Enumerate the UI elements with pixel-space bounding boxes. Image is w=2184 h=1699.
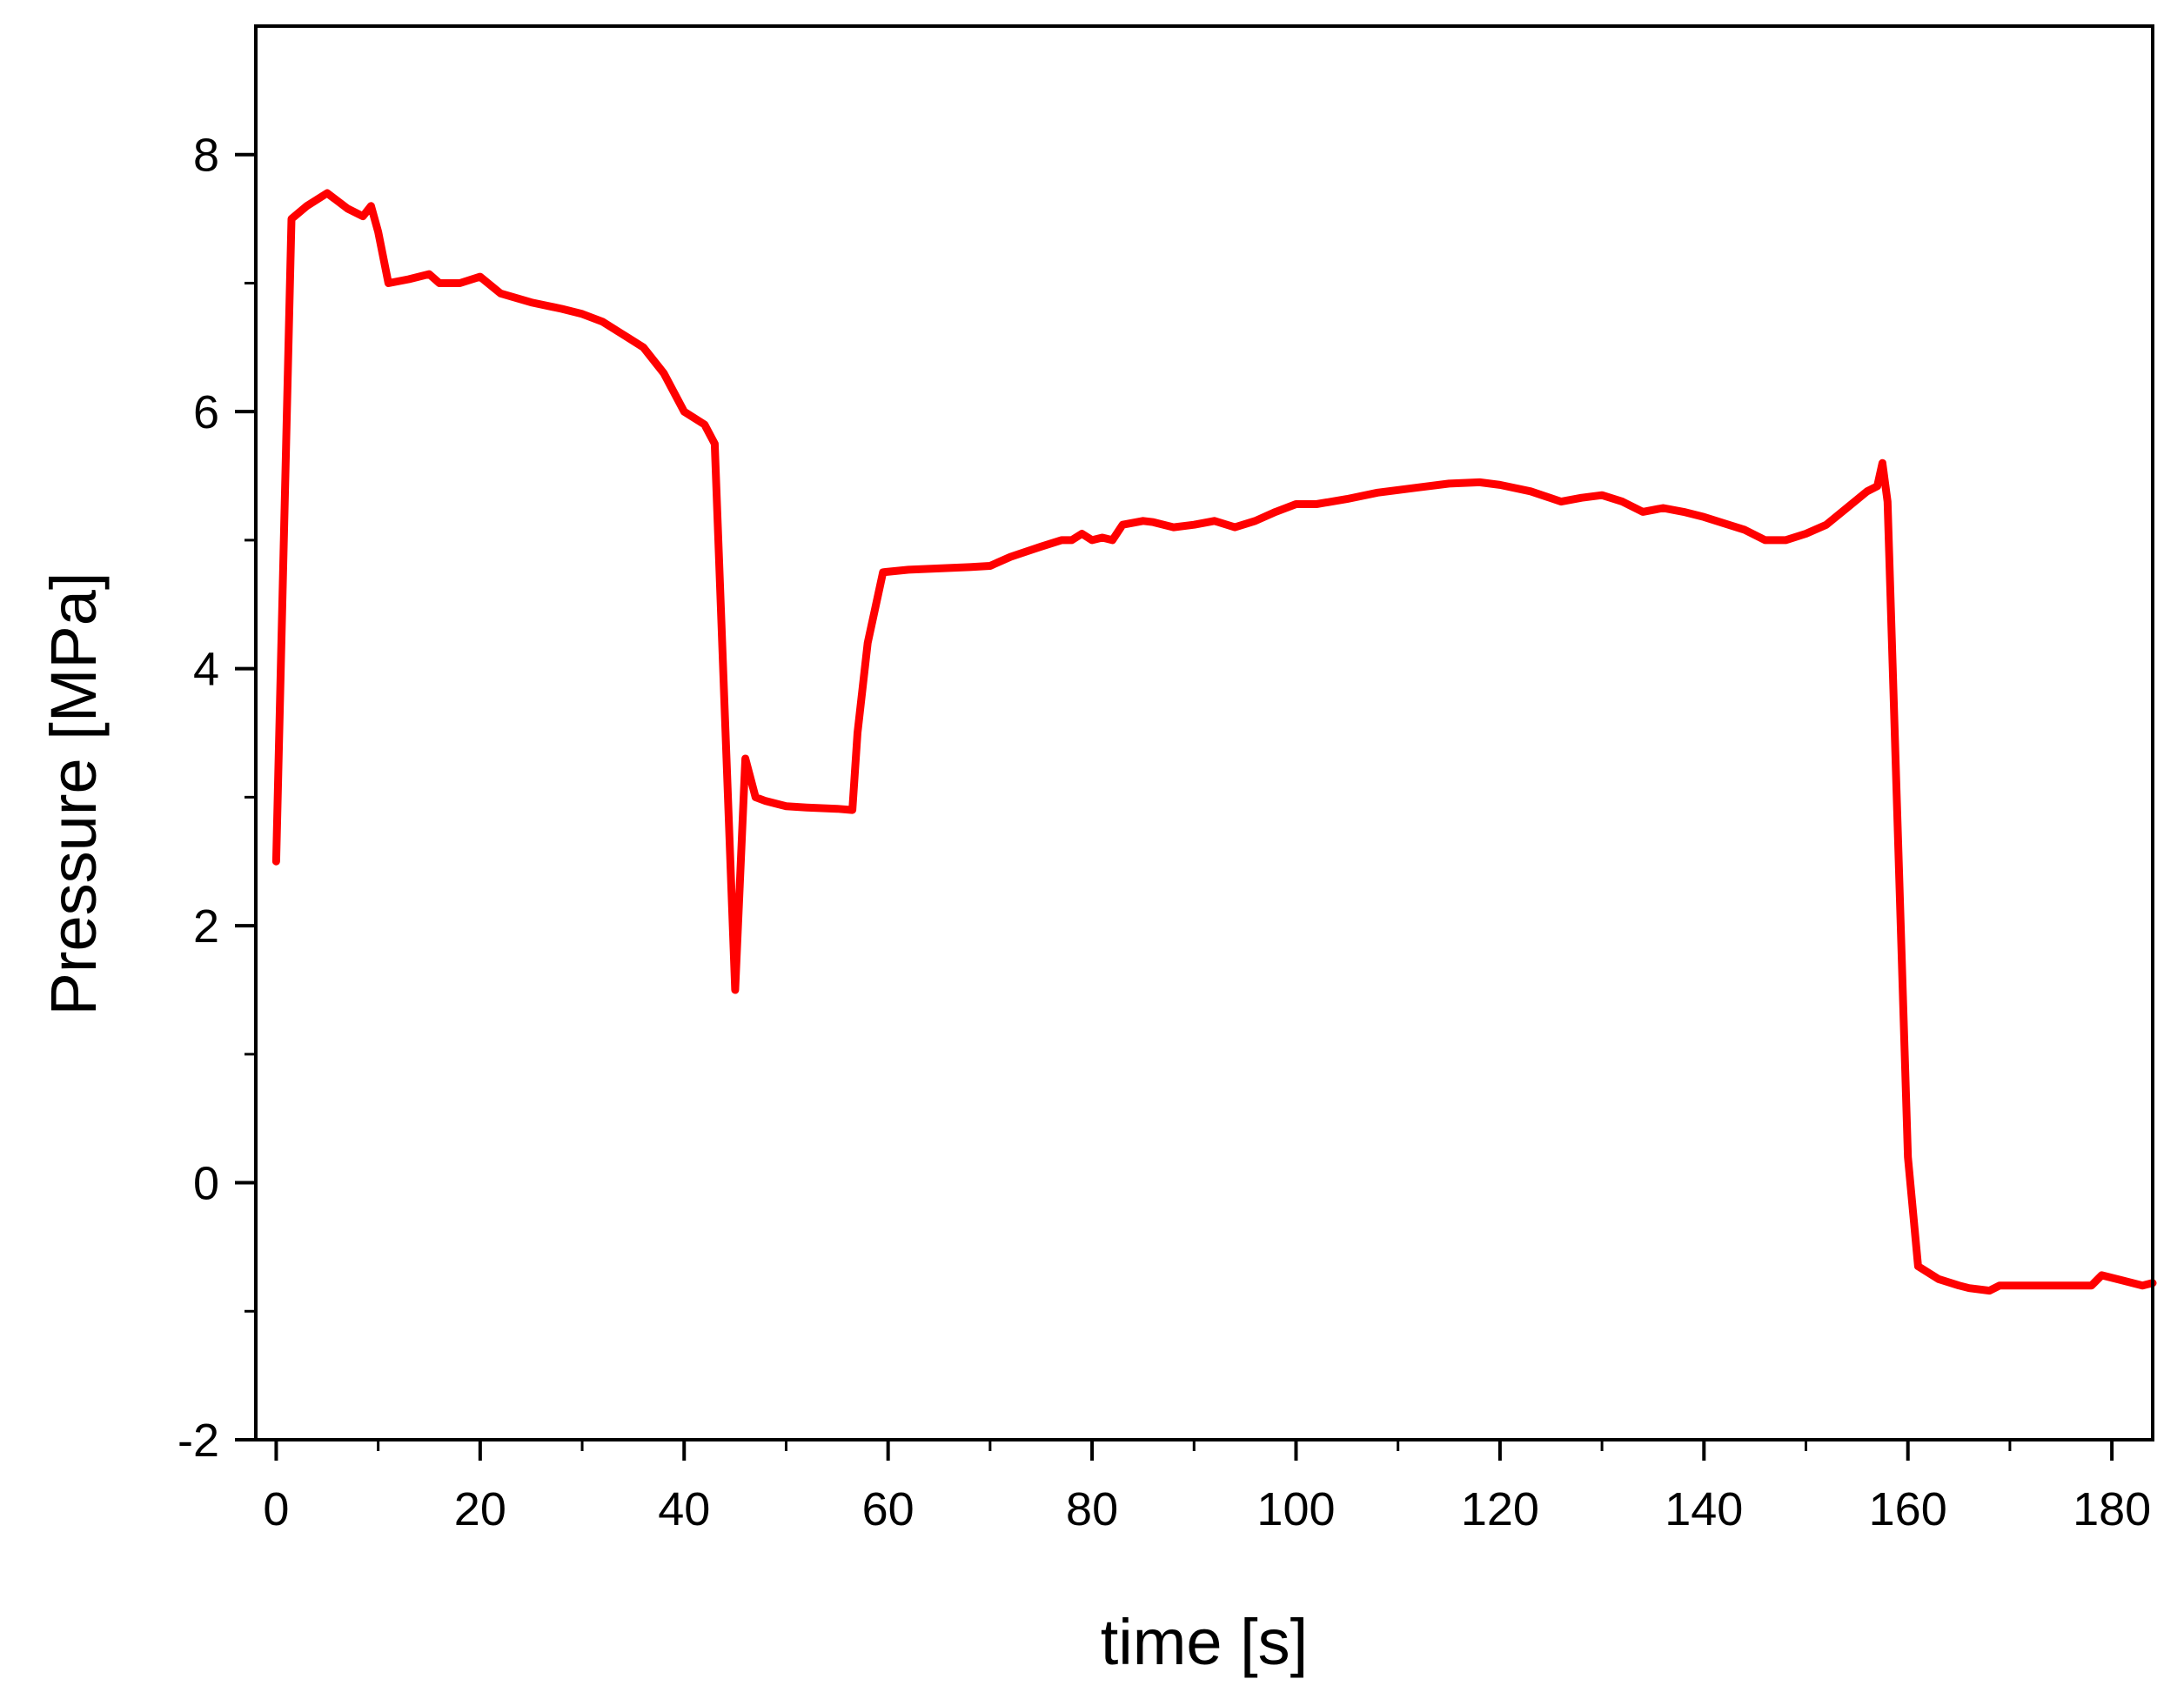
- plot-frame: [254, 24, 2154, 1441]
- y-tick-label: 8: [193, 130, 219, 182]
- y-tick-label: 4: [193, 644, 219, 696]
- series-line-pressure: [271, 189, 2157, 1295]
- x-tick-label: 0: [263, 1483, 289, 1535]
- x-axis-title: time [s]: [1101, 1606, 1308, 1678]
- y-tick-label: -2: [178, 1415, 219, 1467]
- x-tick-label: 60: [862, 1483, 914, 1535]
- y-tick-label: 2: [193, 900, 219, 953]
- y-axis-title: Pressure [MPa]: [37, 572, 110, 1016]
- ticks-layer: [235, 152, 2114, 1461]
- x-tick-label: 80: [1066, 1483, 1118, 1535]
- x-tick-label: 40: [658, 1483, 710, 1535]
- x-tick-label: 100: [1256, 1483, 1335, 1535]
- y-tick-label: 0: [193, 1158, 219, 1210]
- labels-layer: 0 20 40 60 80 100 120 140 160 180 -2 0 2 4 6 8: [178, 130, 2151, 1535]
- x-tick-label: 140: [1665, 1483, 1743, 1535]
- x-tick-label: 160: [1869, 1483, 1947, 1535]
- x-tick-label: 120: [1461, 1483, 1539, 1535]
- plot-clip-layer: [271, 189, 2157, 1295]
- x-tick-label: 180: [2073, 1483, 2151, 1535]
- y-tick-label: 6: [193, 386, 219, 438]
- x-tick-label: 20: [454, 1483, 506, 1535]
